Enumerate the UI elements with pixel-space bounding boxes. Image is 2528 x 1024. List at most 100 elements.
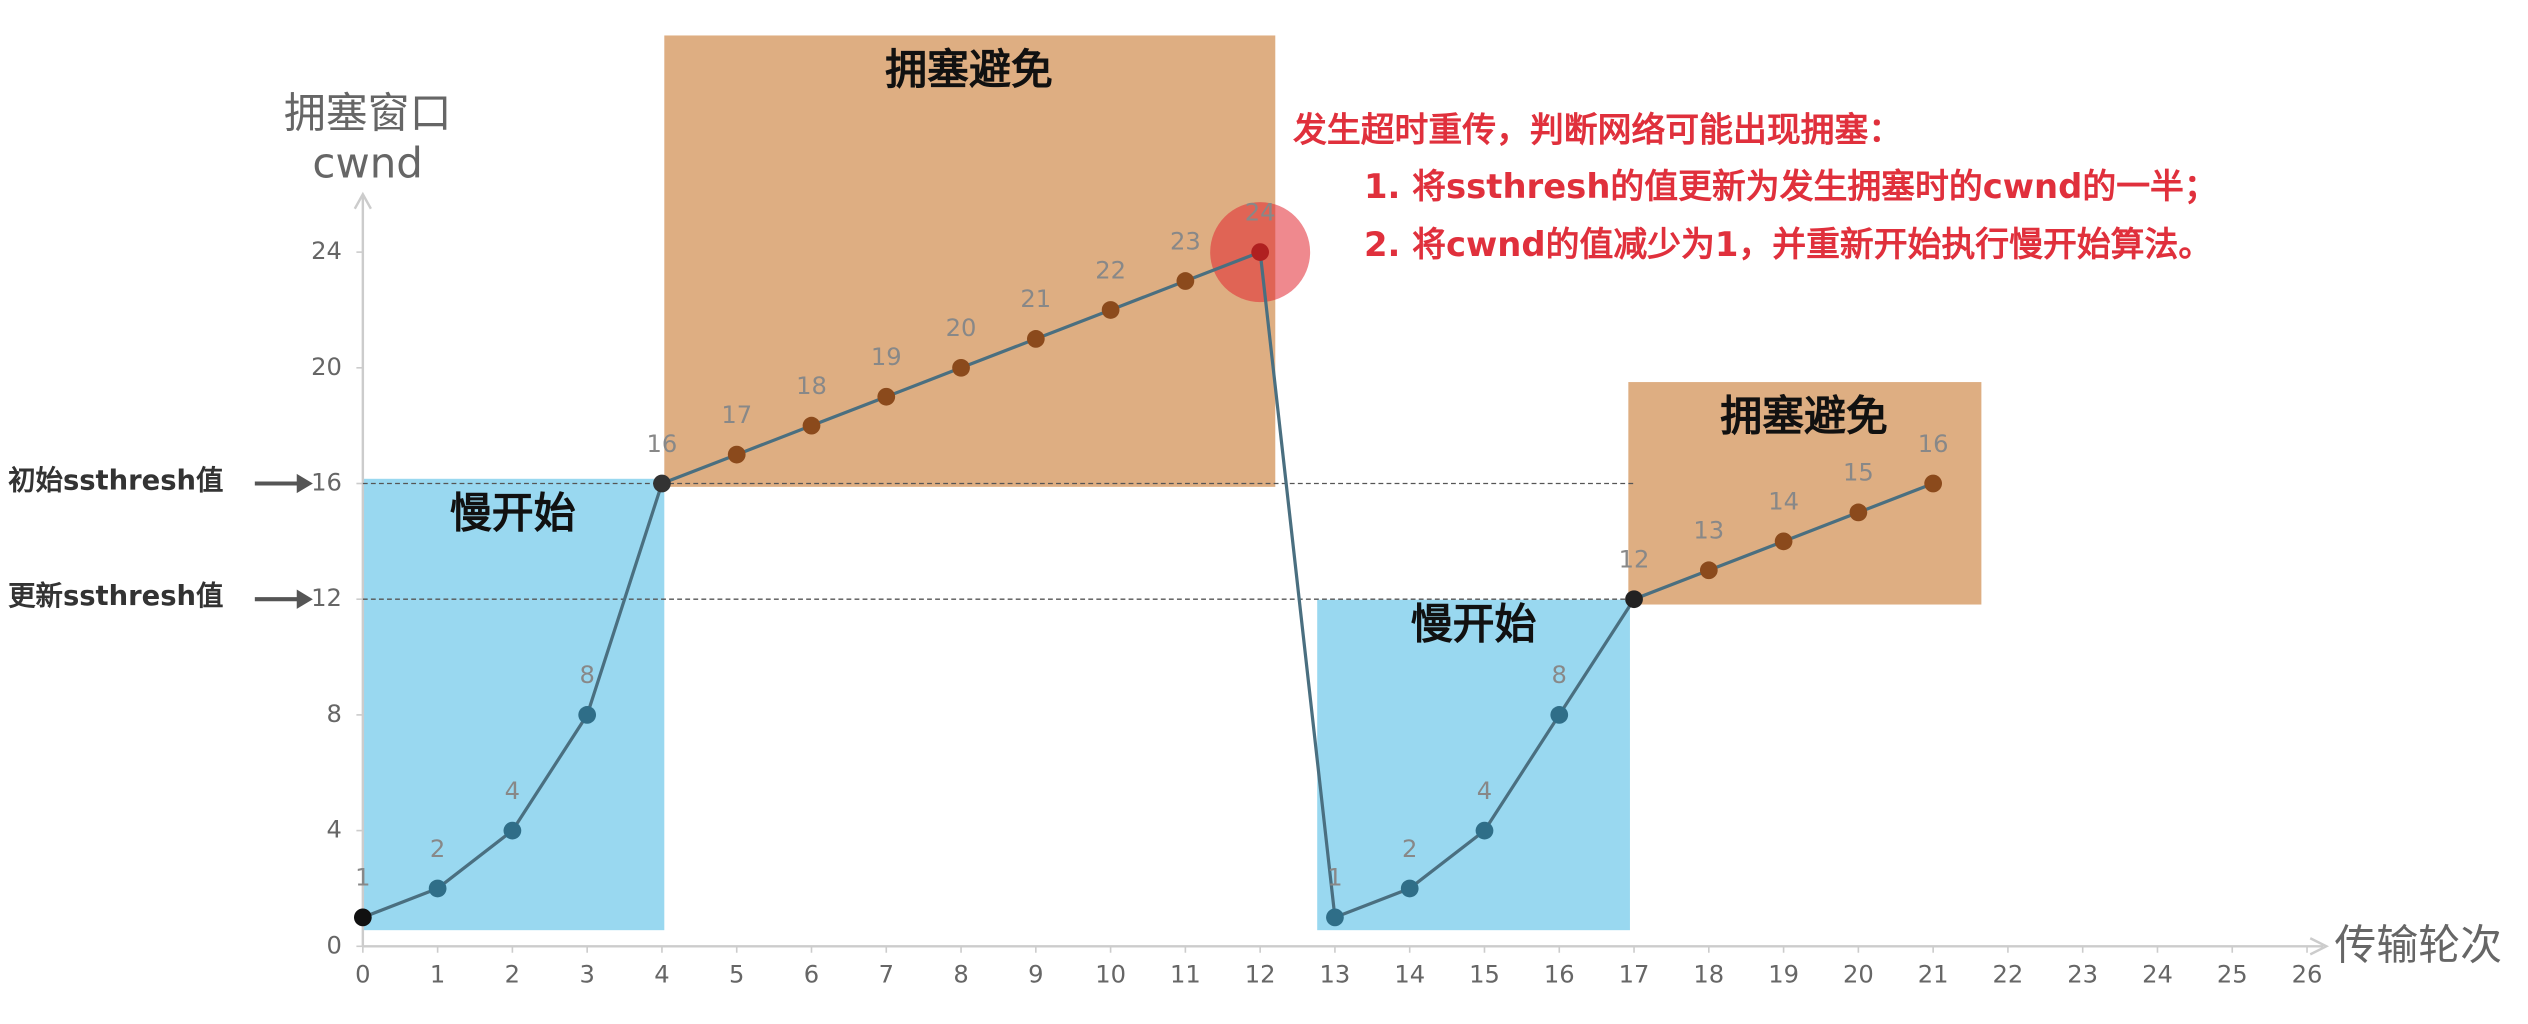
x-tick-label: 8 xyxy=(953,960,968,988)
point xyxy=(952,358,970,377)
point-label: 17 xyxy=(721,401,752,429)
point-label: 1 xyxy=(1327,864,1342,892)
threshold-arrow-head xyxy=(296,589,313,609)
point-label: 13 xyxy=(1693,517,1724,545)
y-tick-label: 0 xyxy=(326,931,341,959)
point-label: 19 xyxy=(871,343,902,371)
note: 发生超时重传，判断网络可能出现拥塞： xyxy=(1293,111,1902,150)
region-box xyxy=(664,35,1276,487)
note: 1. 将ssthresh的值更新为发生拥塞时的cwnd的一半； xyxy=(1364,167,2218,206)
region-box xyxy=(1317,599,1630,931)
x-tick-label: 9 xyxy=(1028,960,1043,988)
y-tick-label: 8 xyxy=(326,700,341,728)
x-tick-label: 11 xyxy=(1170,960,1201,988)
point-label: 2 xyxy=(1402,835,1417,863)
point-label: 15 xyxy=(1843,459,1874,487)
x-tick-label: 16 xyxy=(1544,960,1575,988)
point xyxy=(1550,706,1569,724)
point xyxy=(428,879,447,898)
point-label: 20 xyxy=(946,314,977,342)
region-label: 慢开始 xyxy=(450,488,576,537)
point xyxy=(1924,474,1943,493)
x-tick-label: 18 xyxy=(1693,960,1724,988)
point xyxy=(353,908,372,927)
x-tick-label: 3 xyxy=(579,960,594,988)
point-label: 24 xyxy=(1245,198,1276,226)
point xyxy=(503,821,522,840)
region-box xyxy=(1628,382,1982,605)
x-tick-label: 6 xyxy=(804,960,819,988)
point xyxy=(1251,243,1270,261)
x-tick-label: 13 xyxy=(1320,960,1351,988)
x-tick-label: 24 xyxy=(2142,960,2173,988)
note: 2. 将cwnd的值减少为1，并重新开始执行慢开始算法。 xyxy=(1364,225,2212,264)
x-tick-label: 20 xyxy=(1843,960,1874,988)
x-tick-label: 25 xyxy=(2217,960,2248,988)
point-label: 14 xyxy=(1768,488,1799,516)
point-label: 18 xyxy=(796,372,827,400)
y-axis-label: cwnd xyxy=(312,139,422,188)
point xyxy=(1699,561,1718,580)
x-axis-arrow xyxy=(2309,937,2330,956)
point xyxy=(1774,532,1793,551)
point xyxy=(1176,272,1195,290)
point-label: 8 xyxy=(579,661,594,689)
x-tick-label: 26 xyxy=(2292,960,2323,988)
point-label: 22 xyxy=(1095,256,1126,284)
x-tick-label: 5 xyxy=(729,960,744,988)
point xyxy=(877,387,896,406)
region-label: 拥塞避免 xyxy=(885,45,1053,94)
region-label: 慢开始 xyxy=(1411,600,1537,649)
point-label: 23 xyxy=(1170,227,1201,255)
point xyxy=(1326,908,1344,927)
point xyxy=(1625,590,1643,609)
point-label: 4 xyxy=(505,777,520,805)
region-label: 拥塞避免 xyxy=(1720,392,1888,441)
point xyxy=(1026,330,1045,348)
point-label: 4 xyxy=(1477,777,1492,805)
x-tick-label: 10 xyxy=(1095,960,1126,988)
y-tick-label: 24 xyxy=(311,237,342,265)
y-tick-label: 12 xyxy=(311,584,342,612)
y-tick-label: 16 xyxy=(311,469,342,497)
point xyxy=(653,474,671,493)
x-tick-label: 15 xyxy=(1469,960,1500,988)
x-tick-label: 4 xyxy=(654,960,669,988)
point-label: 1 xyxy=(355,864,370,892)
point xyxy=(1475,821,1494,840)
point xyxy=(802,416,821,435)
x-tick-label: 14 xyxy=(1394,960,1425,988)
threshold-label: 更新ssthresh值 xyxy=(8,580,223,612)
x-tick-label: 1 xyxy=(430,960,445,988)
y-axis-label: 拥塞窗口 xyxy=(284,89,452,138)
x-axis-label: 传输轮次 xyxy=(2334,920,2502,969)
x-tick-label: 17 xyxy=(1619,960,1650,988)
x-tick-label: 22 xyxy=(1993,960,2024,988)
x-tick-label: 2 xyxy=(505,960,520,988)
threshold-label: 初始ssthresh值 xyxy=(8,464,223,496)
point-label: 16 xyxy=(647,430,678,458)
x-tick-label: 21 xyxy=(1918,960,1949,988)
x-tick-label: 7 xyxy=(879,960,894,988)
x-tick-label: 12 xyxy=(1245,960,1276,988)
threshold-arrow-head xyxy=(296,473,313,494)
line xyxy=(362,249,1934,920)
point-label: 16 xyxy=(1918,430,1949,458)
y-tick-label: 20 xyxy=(311,353,342,381)
point-label: 21 xyxy=(1020,285,1051,313)
point-label: 12 xyxy=(1619,546,1650,574)
x-tick-label: 23 xyxy=(2067,960,2098,988)
point xyxy=(1849,503,1868,522)
y-tick-label: 4 xyxy=(326,816,341,844)
region-box xyxy=(362,478,665,931)
x-tick-label: 0 xyxy=(355,960,370,988)
point xyxy=(578,706,597,724)
point xyxy=(1101,301,1120,319)
point xyxy=(727,445,746,464)
y-axis-arrow xyxy=(353,191,372,210)
point-label: 8 xyxy=(1552,661,1567,689)
point xyxy=(1400,879,1419,898)
point-label: 2 xyxy=(430,835,445,863)
